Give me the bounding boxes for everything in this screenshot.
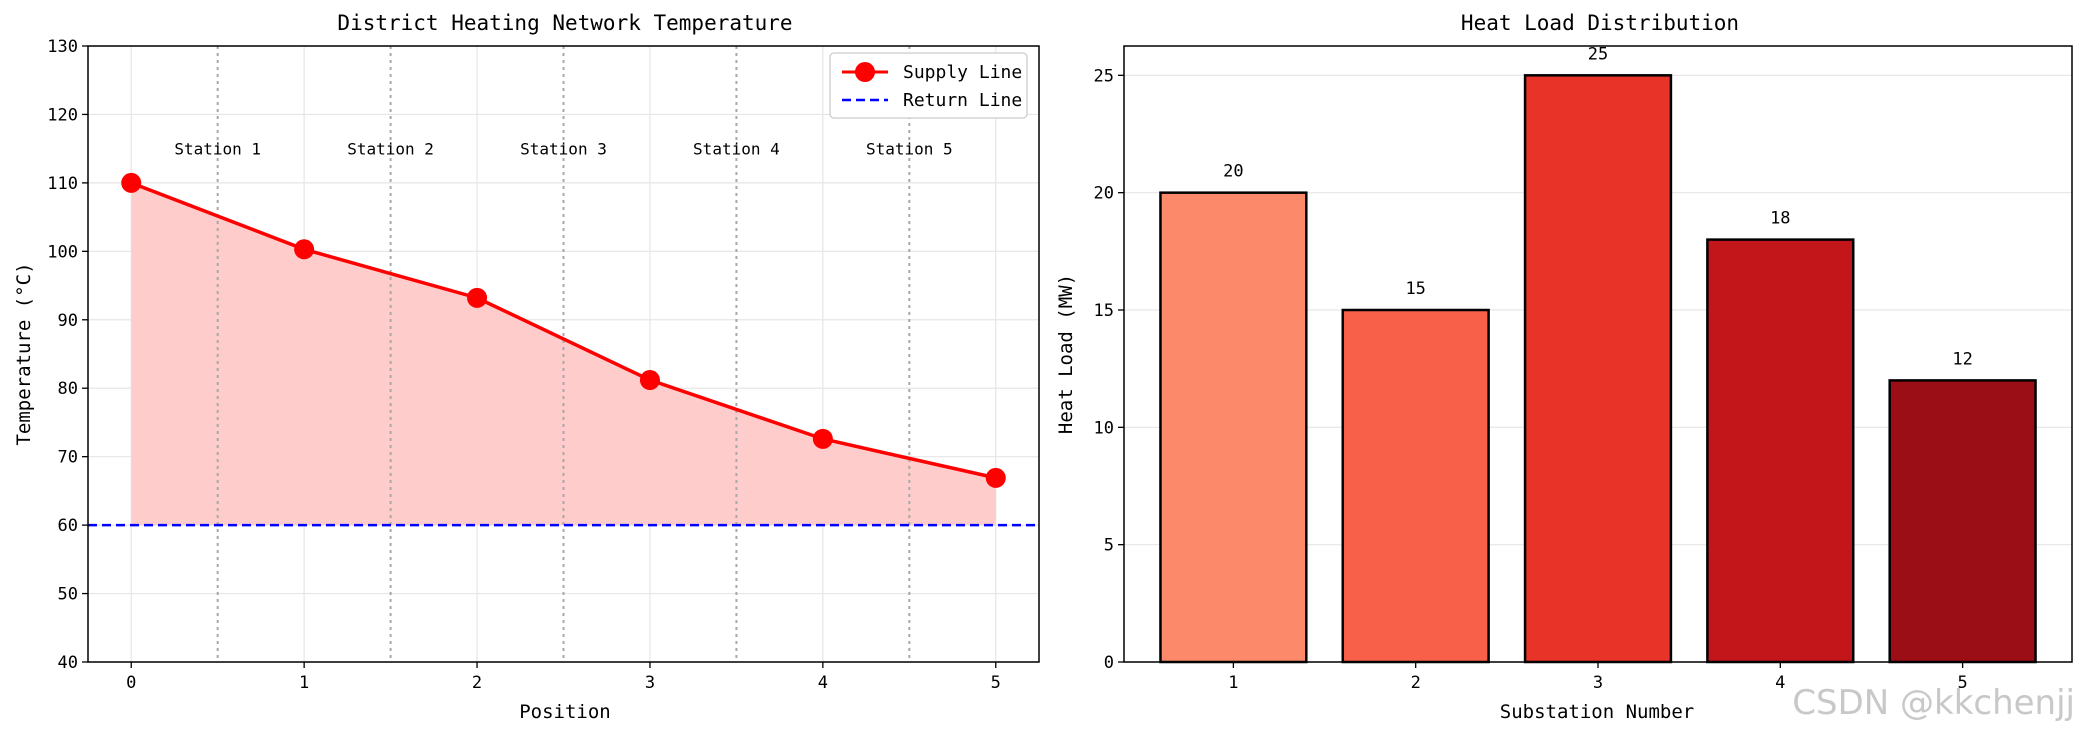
- right-x-tick-label: 2: [1411, 673, 1421, 693]
- supply-point: [985, 467, 1006, 488]
- left-y-axis-label: Temperature (°C): [13, 262, 35, 445]
- station-label: Station 1: [174, 140, 261, 159]
- left-x-tick-label: 3: [645, 673, 655, 693]
- right-x-tick-label: 1: [1228, 673, 1238, 693]
- right-chart-title: Heat Load Distribution: [1461, 11, 1739, 35]
- bar-value-label: 18: [1770, 209, 1790, 229]
- bar: [1523, 74, 1673, 664]
- left-y-tick-label: 100: [47, 242, 78, 262]
- legend: Supply Line Return Line: [829, 52, 1028, 119]
- right-x-tick-label: 4: [1775, 673, 1785, 693]
- left-x-tick-label: 1: [299, 673, 309, 693]
- bar-value-labels: 20 15 25 18 12: [1223, 44, 1973, 369]
- supply-point: [639, 370, 660, 391]
- left-chart-title: District Heating Network Temperature: [337, 11, 792, 35]
- right-y-tick-label: 10: [1094, 418, 1114, 438]
- left-y-tick-label: 90: [58, 311, 78, 331]
- left-y-tick-label: 120: [47, 105, 78, 125]
- bar: [1888, 379, 2037, 664]
- right-x-ticks: 1 2 3 4 5: [1228, 662, 1968, 693]
- left-plot-frame: [87, 45, 1040, 663]
- left-y-ticks: 40 50 60 70 80 90 100 110 120 130: [47, 37, 88, 673]
- station-divider-lines: [216, 46, 911, 662]
- station-label: Station 2: [347, 140, 434, 159]
- watermark: CSDN @kkchenjj: [1792, 683, 2075, 723]
- bar: [1706, 238, 1855, 664]
- left-y-tick-label: 130: [47, 37, 78, 57]
- supply-line: [130, 181, 997, 480]
- right-y-tick-label: 20: [1094, 184, 1114, 204]
- legend-supply-label: Supply Line: [903, 62, 1022, 83]
- bar-value-label: 20: [1223, 162, 1243, 182]
- bar-value-label: 25: [1588, 44, 1608, 64]
- station-label: Station 3: [520, 140, 607, 159]
- right-y-tick-label: 25: [1094, 66, 1114, 86]
- bar: [1341, 308, 1490, 664]
- right-y-ticks: 0 5 10 15 20 25: [1094, 66, 1124, 673]
- supply-point: [121, 172, 142, 193]
- right-y-tick-label: 0: [1104, 653, 1114, 673]
- legend-return-label: Return Line: [903, 90, 1022, 111]
- bars: [1159, 74, 2037, 664]
- bar-value-label: 15: [1405, 279, 1425, 299]
- supply-point: [467, 287, 488, 308]
- station-label: Station 5: [866, 140, 953, 159]
- left-x-axis-label: Position: [519, 701, 611, 723]
- left-x-tick-label: 0: [126, 673, 136, 693]
- left-x-tick-label: 5: [991, 673, 1001, 693]
- right-x-tick-label: 3: [1593, 673, 1603, 693]
- right-y-tick-label: 15: [1094, 301, 1114, 321]
- bar: [1159, 191, 1308, 664]
- left-x-tick-label: 2: [472, 673, 482, 693]
- left-y-tick-label: 70: [58, 448, 78, 468]
- right-y-axis-label: Heat Load (MW): [1055, 274, 1077, 434]
- station-label: Station 4: [693, 140, 780, 159]
- supply-markers: [121, 172, 1006, 488]
- right-y-tick-label: 5: [1104, 536, 1114, 556]
- right-x-axis-label: Substation Number: [1500, 701, 1694, 723]
- left-chart: District Heating Network Temperature Sta…: [13, 11, 1040, 723]
- right-x-tick-label: 5: [1957, 673, 1967, 693]
- left-y-tick-label: 40: [58, 653, 78, 673]
- bar-value-label: 12: [1952, 349, 1972, 369]
- left-y-tick-label: 110: [47, 174, 78, 194]
- left-x-ticks: 0 1 2 3 4 5: [126, 662, 1001, 693]
- left-x-tick-label: 4: [818, 673, 828, 693]
- left-y-tick-label: 80: [58, 379, 78, 399]
- legend-supply-marker: [855, 62, 875, 82]
- supply-point: [294, 239, 315, 260]
- left-y-tick-label: 50: [58, 585, 78, 605]
- legend-box: [829, 52, 1028, 119]
- station-labels: Station 1 Station 2 Station 3 Station 4 Stat…: [174, 140, 952, 159]
- supply-point: [812, 428, 833, 449]
- left-y-tick-label: 60: [58, 516, 78, 536]
